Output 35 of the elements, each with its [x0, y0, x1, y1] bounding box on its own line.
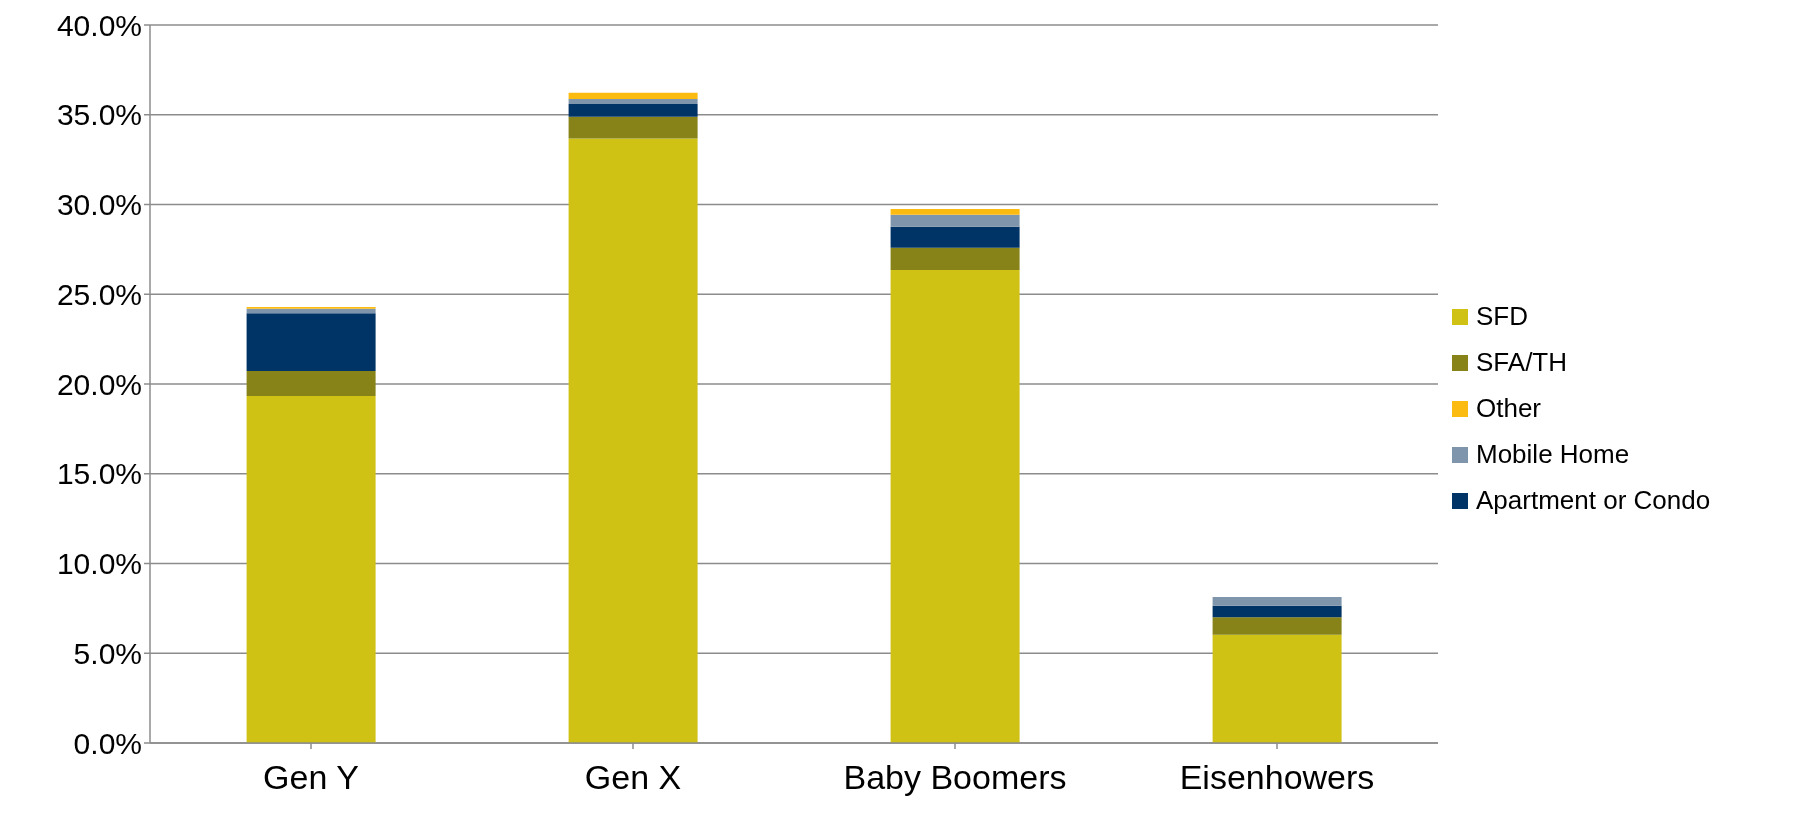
bar — [568, 103, 698, 117]
bar — [568, 116, 698, 139]
bar — [890, 226, 1020, 248]
bar — [246, 313, 376, 372]
y-tick-label: 0.0% — [73, 726, 142, 760]
bar — [246, 371, 376, 397]
bar — [890, 208, 1020, 215]
x-tick-label: Gen X — [584, 758, 682, 797]
bar — [568, 138, 698, 743]
y-tick-label: 15.0% — [56, 457, 142, 491]
y-tick-label: 10.0% — [56, 547, 142, 581]
x-tick-label: Eisenhowers — [1179, 758, 1375, 797]
bar — [246, 396, 376, 743]
bar — [1212, 605, 1342, 618]
y-tick-label: 5.0% — [73, 636, 142, 670]
x-tick-label: Baby Boomers — [843, 758, 1067, 797]
legend-label: Other — [1476, 393, 1542, 424]
bar — [890, 270, 1020, 743]
x-tick-label: Gen Y — [263, 758, 359, 797]
bar — [890, 214, 1020, 227]
bar — [1212, 617, 1342, 635]
legend-label: Apartment or Condo — [1476, 485, 1711, 516]
bar — [568, 98, 698, 104]
bar — [1212, 634, 1342, 743]
legend-label: SFD — [1476, 301, 1528, 332]
y-tick-label: 40.0% — [56, 8, 142, 42]
bar — [1212, 597, 1342, 606]
y-tick-label: 30.0% — [56, 188, 142, 222]
legend-label: SFA/TH — [1476, 347, 1568, 378]
y-tick-label: 25.0% — [56, 277, 142, 311]
bar — [890, 247, 1020, 271]
legend-label: Mobile Home — [1476, 439, 1630, 470]
bar — [568, 92, 698, 99]
y-tick-label: 20.0% — [56, 367, 142, 401]
y-tick-label: 35.0% — [56, 98, 142, 132]
